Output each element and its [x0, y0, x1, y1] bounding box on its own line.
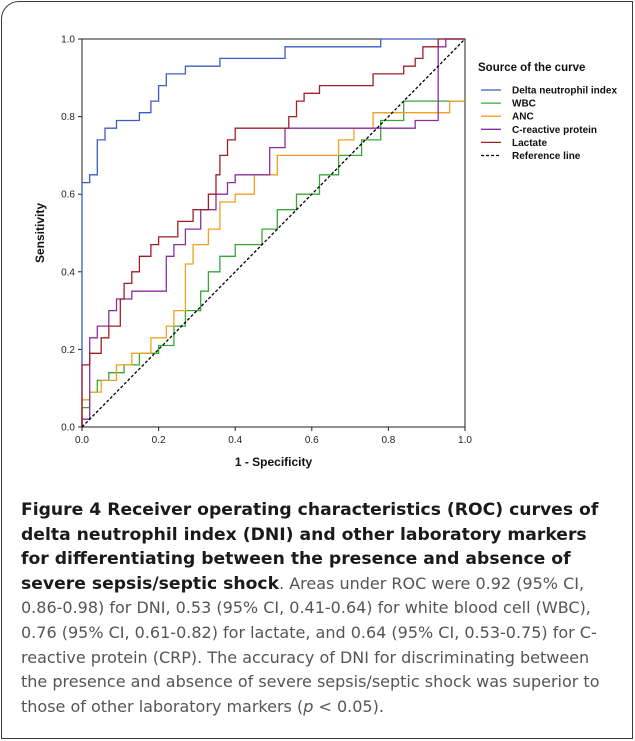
y-tick-label: 0.2 — [61, 345, 75, 356]
x-tick-label: 0.4 — [228, 435, 242, 446]
series-line-delta-neutrophil-index — [81, 38, 465, 427]
y-tick-label: 1.0 — [61, 35, 75, 46]
figure-caption: Figure 4 Receiver operating characterist… — [21, 498, 617, 719]
y-tick-label: 0.4 — [61, 267, 75, 278]
series-line-anc — [81, 100, 465, 427]
y-tick-label: 0.8 — [61, 112, 75, 123]
legend-label: ANC — [512, 112, 534, 123]
legend-label: Lactate — [512, 138, 547, 149]
legend-label: Delta neutrophil index — [512, 86, 617, 97]
chart-legend: Source of the curve Delta neutrophil inde… — [478, 62, 617, 162]
caption-body: . Areas under ROC were 0.92 (95% CI, 0.8… — [21, 574, 600, 716]
chart-series — [81, 38, 466, 428]
x-tick-label: 0.0 — [75, 435, 89, 446]
legend-title: Source of the curve — [478, 62, 585, 74]
chart-axes: 0.0 0.2 0.4 0.6 0.8 1.0 0.0 0.2 0.4 0.6 0.8 1.0 1 - … — [33, 35, 472, 470]
legend-label: C-reactive protein — [512, 125, 597, 136]
legend-label: WBC — [512, 99, 536, 110]
caption-body-end: < 0.05). — [313, 696, 384, 716]
caption-body-text: . Areas under ROC were 0.92 (95% CI, 0.8… — [21, 573, 600, 716]
x-tick-label: 0.8 — [381, 435, 395, 446]
caption-p-symbol: p — [303, 696, 314, 716]
caption-title: Figure 4 Receiver operating characterist… — [21, 500, 599, 594]
y-axis-label: Sensitivity — [33, 203, 47, 263]
roc-chart: 0.0 0.2 0.4 0.6 0.8 1.0 0.0 0.2 0.4 0.6 0.8 1.0 1 - … — [33, 35, 617, 470]
y-tick-label: 0.0 — [61, 423, 75, 434]
x-tick-label: 0.6 — [305, 435, 319, 446]
y-tick-label: 0.6 — [61, 190, 75, 201]
x-axis-label: 1 - Specificity — [235, 455, 313, 469]
series-line-reference-line — [81, 38, 466, 428]
legend-label: Reference line — [512, 151, 581, 162]
x-tick-label: 1.0 — [458, 435, 472, 446]
x-tick-label: 0.2 — [152, 435, 166, 446]
series-line-lactate — [81, 38, 465, 427]
